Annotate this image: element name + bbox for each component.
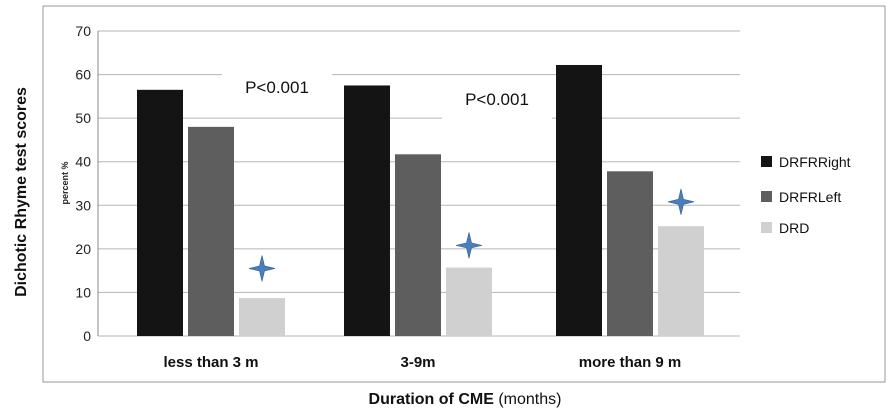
x-axis-title-main: Duration of CME xyxy=(369,391,495,408)
x-tick-label: more than 9 m xyxy=(579,354,682,371)
annotation-box xyxy=(442,79,552,119)
bar-drfrleft xyxy=(607,171,653,336)
legend-swatch xyxy=(761,191,772,202)
bar-drd xyxy=(658,226,704,336)
bar-drfrright xyxy=(556,64,602,336)
y-tick-label: 50 xyxy=(75,110,91,126)
y-tick-label: 60 xyxy=(75,67,91,83)
y-tick-label: 40 xyxy=(75,154,91,170)
bar-drfrright xyxy=(137,89,183,336)
x-tick-label: less than 3 m xyxy=(163,354,258,371)
y-tick-label: 30 xyxy=(75,197,91,213)
y-axis-inner-label: percent % xyxy=(60,161,70,204)
legend-swatch xyxy=(761,222,772,233)
x-axis-title-unit: (months) xyxy=(494,391,562,408)
x-axis-title: Duration of CME (months) xyxy=(369,391,562,408)
p-value-annotation: P<0.001 xyxy=(465,90,529,109)
legend-label: DRFRRight xyxy=(779,154,851,170)
significance-star-icon xyxy=(248,255,276,282)
bar-drfrright xyxy=(344,85,390,336)
y-tick-label: 10 xyxy=(75,284,91,300)
p-value-annotation: P<0.001 xyxy=(245,78,309,97)
bar-drfrleft xyxy=(188,126,234,336)
y-tick-label: 0 xyxy=(83,328,91,344)
y-tick-label: 20 xyxy=(75,241,91,257)
significance-star-icon xyxy=(667,188,695,215)
annotation-box xyxy=(222,68,332,106)
legend-swatch xyxy=(761,156,772,167)
legend-label: DRD xyxy=(779,220,809,236)
y-axis-title: Dichotic Rhyme test scores xyxy=(13,87,30,297)
legend-label: DRFRLeft xyxy=(779,189,841,205)
significance-star-icon xyxy=(455,232,483,259)
bar-drfrleft xyxy=(395,154,441,336)
x-tick-label: 3-9m xyxy=(400,354,435,371)
y-tick-label: 70 xyxy=(75,23,91,39)
bar-drd xyxy=(239,298,285,336)
bar-drd xyxy=(446,267,492,336)
